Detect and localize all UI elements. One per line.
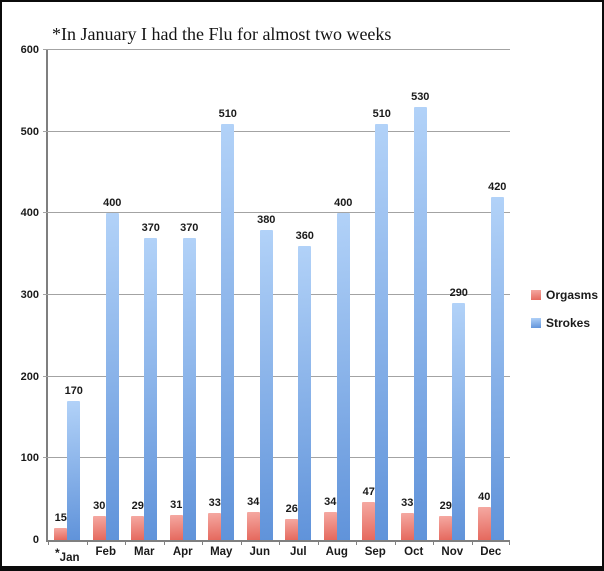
data-label-orgasms-Jan: 15 — [54, 511, 67, 524]
data-label-strokes-Sep: 510 — [372, 107, 391, 120]
bar-strokes-Oct — [413, 107, 427, 540]
gridline-100 — [43, 457, 510, 459]
orgasms-swatch-icon — [531, 290, 541, 300]
x-axis-tick — [394, 540, 396, 545]
bar-orgasms-Sep — [362, 501, 376, 540]
gridline-200 — [43, 375, 510, 377]
x-axis-tick — [433, 540, 434, 545]
bar-strokes-Aug — [336, 213, 350, 540]
data-label-strokes-Jul: 360 — [295, 230, 314, 242]
x-axis-tick — [125, 540, 126, 545]
data-label-strokes-Dec: 420 — [488, 181, 507, 193]
data-label-strokes-May: 510 — [218, 107, 237, 120]
bar-strokes-May — [221, 123, 235, 540]
bar-orgasms-Feb — [92, 515, 106, 540]
x-axis-tick — [86, 540, 88, 545]
data-label-strokes-Jun: 380 — [257, 213, 276, 226]
x-axis-label-Sep: Sep — [364, 546, 386, 558]
bar-orgasms-Oct — [400, 513, 414, 540]
y-axis-label-0: 0 — [32, 534, 39, 546]
y-axis-label-300: 300 — [20, 289, 39, 301]
gridline-300 — [43, 294, 510, 295]
x-axis-label-Nov: Nov — [441, 546, 464, 558]
data-label-strokes-Nov: 290 — [449, 287, 468, 300]
y-axis-label-600: 600 — [20, 44, 39, 56]
bar-orgasms-Apr — [169, 514, 183, 540]
data-label-orgasms-Oct: 33 — [401, 497, 414, 510]
data-label-orgasms-Sep: 47 — [362, 485, 375, 498]
x-axis-label-Oct: Oct — [404, 546, 424, 558]
chart-title: *In January I had the Flu for almost two… — [52, 24, 392, 44]
data-label-strokes-Apr: 370 — [180, 221, 199, 234]
legend-label-strokes: Strokes — [546, 316, 591, 330]
x-axis-label-Feb: Feb — [95, 546, 116, 558]
bar-strokes-Jan — [67, 401, 81, 540]
data-label-orgasms-May: 33 — [208, 497, 221, 510]
bar-strokes-Dec — [490, 197, 504, 540]
data-label-strokes-Feb: 400 — [103, 197, 122, 210]
data-label-orgasms-Mar: 29 — [131, 500, 144, 513]
bar-strokes-Sep — [375, 123, 389, 540]
plot-area: 0 100 200 300 400 500 600 15 170 *Jan 30 400 Feb 29 37… — [21, 44, 510, 564]
data-label-orgasms-Feb: 30 — [93, 499, 106, 512]
x-axis-tick — [240, 540, 242, 545]
bar-orgasms-Dec — [477, 507, 491, 540]
y-axis-label-400: 400 — [20, 207, 39, 220]
legend-label-orgasms: Orgasms — [546, 288, 599, 302]
x-axis-tick — [317, 540, 319, 545]
x-axis-label-Aug: Aug — [325, 546, 348, 558]
y-axis-label-200: 200 — [20, 370, 39, 383]
data-label-orgasms-Aug: 34 — [324, 496, 337, 509]
bar-orgasms-Nov — [439, 516, 453, 540]
gridline-600 — [43, 49, 510, 50]
data-label-strokes-Mar: 370 — [141, 221, 160, 234]
bar-orgasms-Aug — [323, 512, 337, 540]
data-label-orgasms-Dec: 40 — [478, 491, 491, 504]
data-label-strokes-Aug: 400 — [334, 197, 353, 210]
x-axis-tick — [356, 540, 357, 545]
bar-orgasms-Jan — [54, 527, 68, 540]
data-label-strokes-Oct: 530 — [411, 91, 430, 104]
x-axis-label-Jun: Jun — [249, 546, 270, 558]
x-axis-tick — [279, 540, 280, 545]
x-axis-label-Mar: Mar — [134, 546, 155, 558]
bar-orgasms-Jul — [285, 518, 299, 540]
legend-item-strokes: Strokes — [531, 316, 598, 330]
bar-strokes-Jun — [259, 229, 273, 540]
gridline-500 — [43, 130, 510, 132]
x-axis-tick — [48, 540, 49, 545]
x-axis-label-Jan: *Jan — [55, 546, 80, 564]
bar-orgasms-Jun — [246, 512, 260, 540]
x-axis-tick — [202, 540, 203, 545]
data-label-orgasms-Apr: 31 — [170, 498, 183, 511]
legend: Orgasms Strokes — [531, 288, 598, 344]
data-label-orgasms-Jul: 26 — [285, 502, 298, 515]
x-axis-label-Apr: Apr — [172, 546, 193, 558]
x-axis-label-May: May — [210, 546, 233, 558]
x-axis-label-Dec: Dec — [480, 546, 502, 558]
bar-orgasms-Mar — [131, 516, 145, 540]
bar-strokes-Mar — [144, 237, 158, 540]
y-axis-label-100: 100 — [20, 452, 39, 465]
gridline-400 — [43, 212, 510, 214]
y-axis-label-500: 500 — [20, 125, 39, 138]
data-label-orgasms-Nov: 29 — [439, 500, 452, 513]
data-label-orgasms-Jun: 34 — [247, 496, 260, 509]
bar-strokes-Nov — [452, 303, 466, 540]
bar-strokes-Feb — [105, 213, 119, 540]
x-axis-tick — [509, 540, 510, 545]
x-axis-tick — [471, 540, 473, 545]
bar-orgasms-May — [208, 513, 222, 540]
x-axis-tick — [163, 540, 165, 545]
bar-strokes-Jul — [298, 246, 312, 540]
strokes-swatch-icon — [531, 318, 541, 328]
bar-strokes-Apr — [182, 237, 196, 540]
legend-item-orgasms: Orgasms — [531, 288, 598, 302]
data-label-strokes-Jan: 170 — [64, 385, 83, 398]
x-axis-label-Jul: Jul — [289, 546, 307, 558]
